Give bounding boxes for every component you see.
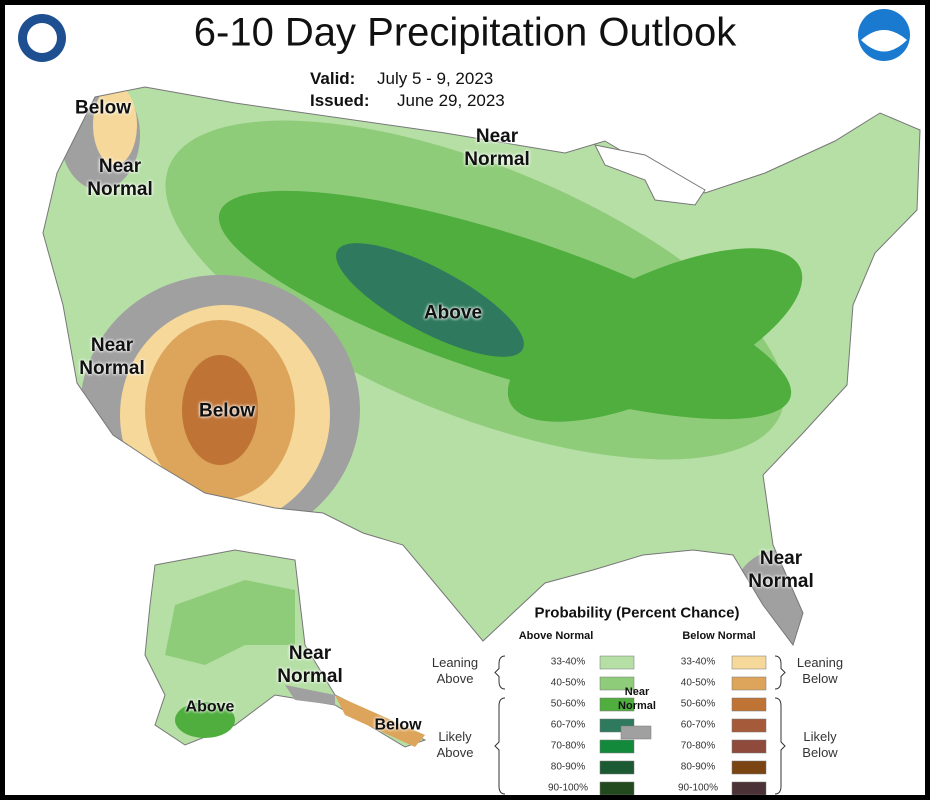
legend-range: 70-80% [680,740,716,752]
conus [43,87,920,645]
legend-above-header: Above Normal [518,630,594,642]
map-label: Above [185,698,235,716]
legend-range: 90-100% [547,782,589,794]
legend-range: 60-70% [550,719,586,731]
below-nw [93,87,137,165]
valid-dates: July 5 - 9, 2023 [377,69,494,88]
legend-swatch [731,697,767,712]
legend-swatch [599,760,635,775]
outlook-map: 6-10 Day Precipitation Outlook Valid: July… [5,5,925,795]
map-label: Near Normal [87,156,153,200]
above-50-area-east [507,248,803,422]
legend-swatch [731,739,767,754]
alaska-above-50 [175,702,235,738]
issued-label: Issued: [310,91,370,110]
legend-swatch [620,725,652,740]
legend-swatch [599,697,635,712]
map-label: Above [423,302,483,324]
legend-swatch [731,718,767,733]
legend-range: 33-40% [680,656,716,668]
legend-range: 33-40% [550,656,586,668]
map-label: Below [374,716,422,734]
alaska-near-normal [285,685,335,705]
legend-range: 80-90% [550,761,586,773]
legend-graphic [494,655,786,795]
great-lakes [594,144,706,206]
map-graphic [18,9,921,795]
legend-group: Likely Below [802,729,838,760]
legend-swatch [731,760,767,775]
legend-range: 50-60% [680,698,716,710]
legend-range: 80-90% [680,761,716,773]
legend-range: 40-50% [550,677,586,689]
noaa-logo-wave [861,30,907,52]
legend-range: 70-80% [550,740,586,752]
map-label: Near Normal [79,335,145,379]
legend-near-normal: Near Normal [618,686,656,712]
legend-brace [774,697,786,795]
legend-group: Leaning Below [796,655,844,686]
legend-brace [494,655,506,690]
legend-swatch [731,676,767,691]
valid-label: Valid: [310,69,356,88]
legend-swatch [599,739,635,754]
map-label: Near Normal [464,126,530,170]
legend-swatch [731,781,767,795]
legend-swatch [599,676,635,691]
commerce-seal-inner [27,23,57,53]
legend-swatch [599,781,635,795]
map-label: Below [75,97,131,119]
legend-range: 90-100% [677,782,719,794]
legend-range: 40-50% [680,677,716,689]
legend-range: 50-60% [550,698,586,710]
legend-swatch [731,655,767,670]
legend-range: 60-70% [680,719,716,731]
legend-swatch [599,655,635,670]
map-label: Near Normal [277,643,343,687]
issued-date: June 29, 2023 [397,91,505,110]
map-label: Below [199,400,255,422]
legend-group: Likely Above [436,729,474,760]
legend-brace [494,697,506,795]
below-50-area [182,355,258,465]
legend-group: Leaning Above [431,655,479,686]
legend-brace [774,655,786,690]
above-60-area [336,243,524,357]
alaska-below [335,695,425,747]
title: 6-10 Day Precipitation Outlook [193,10,737,55]
map-label: Near Normal [748,548,814,592]
alaska-above-40 [165,580,295,665]
legend-below-header: Below Normal [682,630,756,642]
legend-title: Probability (Percent Chance) [534,604,740,622]
